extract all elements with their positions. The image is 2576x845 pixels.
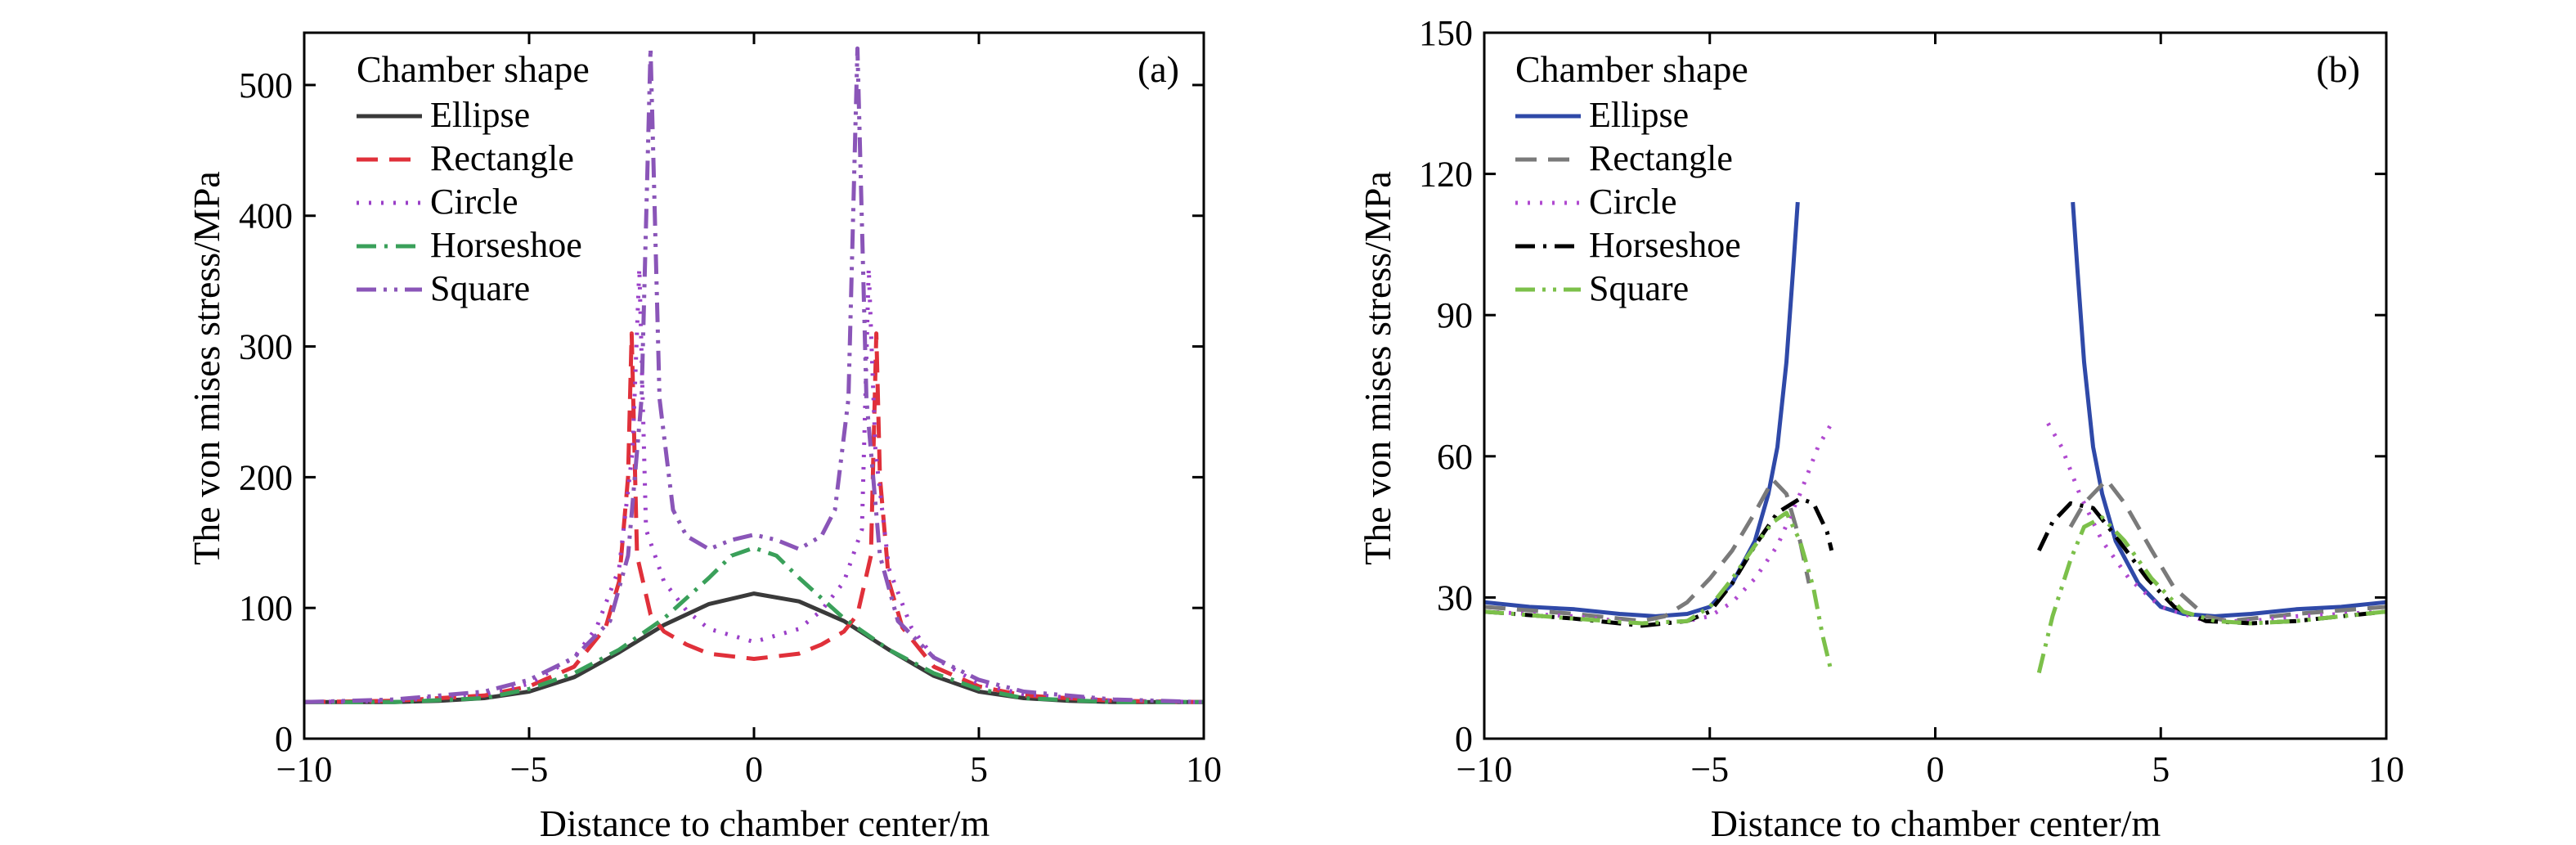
panel-b-xtick-label: −5 <box>1690 749 1729 789</box>
panel-a-label: (a) <box>1138 48 1179 90</box>
panel-a-ytick-label: 300 <box>239 327 293 367</box>
panel-a-xtick-label: −5 <box>510 749 549 789</box>
panel-b-series-ellipse-segment-1 <box>2071 201 2387 618</box>
panel-a-legend-label-rectangle: Rectangle <box>430 138 574 178</box>
panel-b-ytick-label: 60 <box>1437 437 1473 477</box>
panel-b-ytick-label: 0 <box>1455 719 1473 759</box>
panel-b-legend: Chamber shape EllipseRectangleCircleHors… <box>1515 48 1748 308</box>
panel-a-xtick-label: 0 <box>745 749 763 789</box>
panel-b-xtick-label: −10 <box>1456 749 1513 789</box>
panel-b-series-circle-segment-0 <box>1483 422 1833 626</box>
panel-b-legend-label-horseshoe: Horseshoe <box>1589 225 1741 265</box>
panel-b-series-rectangle-segment-0 <box>1483 478 1811 623</box>
panel-a-legend-label-ellipse: Ellipse <box>430 95 530 135</box>
panel-b-ticks: −10 −5 0 5 10 0 30 60 90 120 150 <box>1419 13 2404 789</box>
panel-b-xlabel: Distance to chamber center/m <box>1711 802 2161 844</box>
panel-a-xtick-label: −10 <box>276 749 333 789</box>
panel-a-xtick-label: 5 <box>970 749 988 789</box>
panel-b-ytick-label: 90 <box>1437 295 1473 335</box>
panel-a-ytick-label: 200 <box>239 457 293 497</box>
panel-b-legend-title: Chamber shape <box>1515 48 1748 90</box>
panel-b-plot-area <box>1483 201 2387 674</box>
panel-a-ytick-label: 400 <box>239 196 293 236</box>
panel-b-xtick-label: 5 <box>2152 749 2170 789</box>
panel-b-series-circle-segment-1 <box>2046 422 2387 623</box>
panel-b-legend-label-square: Square <box>1589 268 1689 308</box>
panel-b-label: (b) <box>2316 48 2360 90</box>
panel-b-series-square-segment-0 <box>1483 510 1834 674</box>
panel-b-ytick-label: 30 <box>1437 578 1473 618</box>
panel-a-ytick-label: 0 <box>275 719 293 759</box>
panel-a-legend: Chamber shape EllipseRectangleCircleHors… <box>357 48 590 308</box>
panel-a-series-ellipse-segment-0 <box>304 591 1204 704</box>
panel-a-plot-area <box>303 46 1205 704</box>
panel-b-legend-label-ellipse: Ellipse <box>1589 95 1689 135</box>
panel-a-ylabel: The von mises stress/MPa <box>186 171 227 565</box>
panel-b-series-rectangle-segment-1 <box>2068 478 2387 623</box>
panel-a-legend-label-square: Square <box>430 268 530 308</box>
panel-b-series-square-segment-1 <box>2036 515 2387 674</box>
panel-a-xtick-label: 10 <box>1186 749 1222 789</box>
panel-a-legend-title: Chamber shape <box>357 48 590 90</box>
panel-a-series-rectangle-segment-0 <box>303 331 1205 704</box>
panel-b-legend-label-circle: Circle <box>1589 182 1677 222</box>
panel-a-legend-label-circle: Circle <box>430 182 518 222</box>
panel-b: −10 −5 0 5 10 0 30 60 90 120 150 (b) Distance to c… <box>1357 13 2404 844</box>
panel-b-series-horseshoe-segment-1 <box>2037 501 2387 626</box>
panel-b-ylabel: The von mises stress/MPa <box>1357 171 1398 565</box>
panel-b-xtick-label: 10 <box>2368 749 2404 789</box>
panel-b-xtick-label: 0 <box>1927 749 1945 789</box>
panel-b-ytick-label: 120 <box>1419 155 1473 195</box>
panel-a-series-circle-segment-0 <box>303 266 1205 704</box>
panel-b-legend-label-rectangle: Rectangle <box>1589 138 1733 178</box>
panel-a-series-horseshoe-segment-0 <box>304 546 1204 704</box>
panel-a-xlabel: Distance to chamber center/m <box>540 802 990 844</box>
panel-b-ytick-label: 150 <box>1419 13 1473 53</box>
panel-a-ytick-label: 100 <box>239 588 293 628</box>
panel-a-legend-label-horseshoe: Horseshoe <box>430 225 582 265</box>
panel-a-ytick-label: 500 <box>239 65 293 106</box>
